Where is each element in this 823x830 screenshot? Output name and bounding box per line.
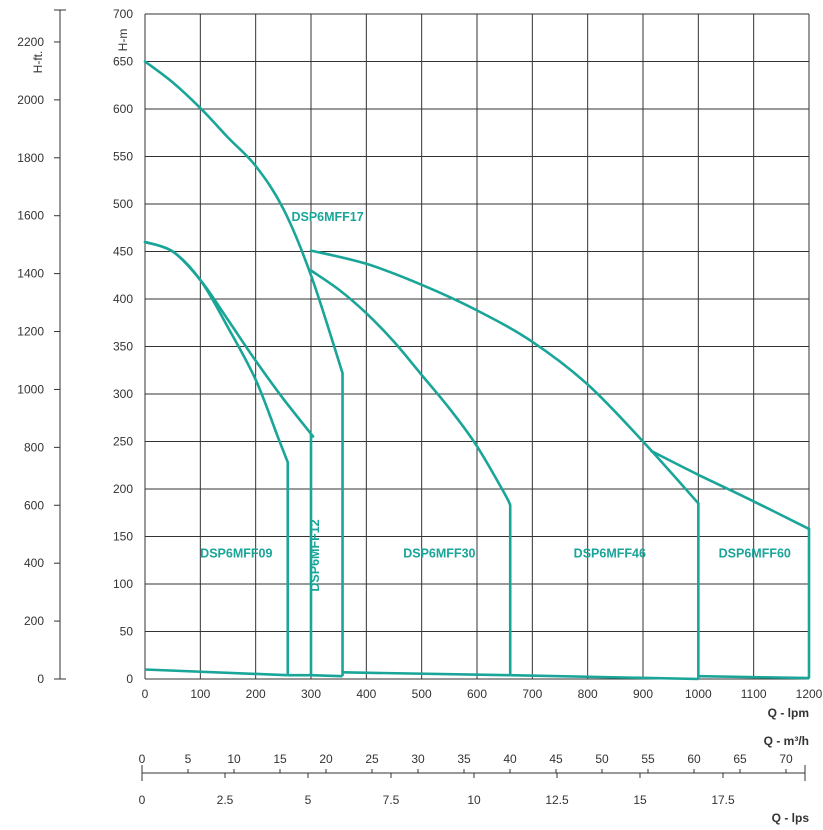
- x-tick-label: 1100: [741, 687, 767, 701]
- label-dsp6mff12: DSP6MFF12: [308, 519, 322, 591]
- lps-axis-title: Q - lps: [772, 811, 810, 825]
- m3h-tick-label: 70: [779, 752, 793, 766]
- lps-tick-label: 0: [139, 793, 146, 807]
- m3h-tick-label: 20: [319, 752, 333, 766]
- y-tick-label: 200: [113, 482, 133, 496]
- y-axis-title: H-m: [116, 29, 130, 52]
- lps-tick-label: 7.5: [383, 793, 400, 807]
- m3h-tick-label: 35: [457, 752, 471, 766]
- m3h-tick-label: 40: [503, 752, 517, 766]
- ft-tick-label: 200: [24, 614, 44, 628]
- x-tick-label: 500: [412, 687, 432, 701]
- label-dsp6mff09: DSP6MFF09: [200, 546, 272, 560]
- ft-tick-label: 1200: [17, 325, 44, 339]
- y-tick-label: 350: [113, 340, 133, 354]
- m3h-tick-label: 0: [139, 752, 146, 766]
- ft-tick-label: 1400: [17, 267, 44, 281]
- ft-tick-label: 1000: [17, 382, 44, 396]
- m3h-tick-label: 55: [641, 752, 655, 766]
- lps-tick-label: 15: [633, 793, 647, 807]
- x-tick-label: 1200: [796, 687, 823, 701]
- label-dsp6mff30: DSP6MFF30: [403, 546, 475, 560]
- ft-tick-label: 1800: [17, 151, 44, 165]
- x-tick-label: 100: [190, 687, 210, 701]
- ft-tick-label: 600: [24, 498, 44, 512]
- m3h-tick-label: 45: [549, 752, 563, 766]
- base-line-dsp6mff17: [310, 673, 343, 678]
- y-tick-label: 550: [113, 150, 133, 164]
- y-tick-label: 300: [113, 387, 133, 401]
- y-tick-label: 250: [113, 435, 133, 449]
- lps-tick-label: 5: [305, 793, 312, 807]
- ft-axis-title: H-ft.: [31, 51, 45, 74]
- m3h-axis-title: Q - m³/h: [764, 734, 809, 748]
- ft-tick-label: 2000: [17, 93, 44, 107]
- ft-tick-label: 0: [37, 672, 44, 686]
- curve-dsp6mff17: [143, 60, 344, 375]
- lps-tick-label: 10: [467, 793, 481, 807]
- label-dsp6mff46: DSP6MFF46: [574, 546, 646, 560]
- ft-tick-label: 400: [24, 556, 44, 570]
- y-tick-label: 500: [113, 197, 133, 211]
- y-tick-label: 100: [113, 577, 133, 591]
- x-tick-label: 900: [633, 687, 653, 701]
- y-tick-label: 450: [113, 245, 133, 259]
- x-tick-label: 200: [246, 687, 266, 701]
- y-tick-label: 700: [113, 7, 133, 21]
- x-tick-label: 800: [578, 687, 598, 701]
- m3h-tick-label: 60: [687, 752, 701, 766]
- curve-dsp6mff12: [143, 240, 315, 438]
- curve-dsp6mff09: [143, 240, 290, 464]
- ft-tick-label: 2200: [17, 35, 44, 49]
- y-tick-label: 50: [120, 625, 134, 639]
- x-tick-label: 600: [467, 687, 487, 701]
- x-tick-label: 300: [301, 687, 321, 701]
- y-tick-label: 650: [113, 55, 133, 69]
- base-line-dsp6mff46: [510, 673, 699, 681]
- y-tick-label: 600: [113, 102, 133, 116]
- lps-tick-label: 12.5: [545, 793, 569, 807]
- axes: 0 100 200 300 400 500 600 700 800 900 1000 1100 1200…: [17, 7, 822, 825]
- curve-dsp6mff46: [309, 249, 700, 505]
- x-tick-label: 1000: [685, 687, 712, 701]
- label-dsp6mff60: DSP6MFF60: [719, 546, 791, 560]
- lps-tick-label: 17.5: [711, 793, 735, 807]
- m3h-tick-label: 25: [365, 752, 379, 766]
- x-tick-label: 0: [142, 687, 149, 701]
- m3h-tick-label: 30: [411, 752, 425, 766]
- x-tick-label: 700: [522, 687, 542, 701]
- base-line-dsp6mff09: [144, 668, 288, 677]
- curve-dsp6mff30: [309, 269, 512, 507]
- m3h-tick-label: 65: [733, 752, 747, 766]
- x-axis-title: Q - lpm: [768, 706, 809, 720]
- base-line-dsp6mff60: [698, 674, 810, 680]
- m3h-tick-label: 10: [227, 752, 241, 766]
- m3h-tick-label: 5: [185, 752, 192, 766]
- label-dsp6mff17: DSP6MFF17: [291, 210, 363, 224]
- base-line-dsp6mff30: [342, 671, 511, 677]
- m3h-tick-label: 15: [273, 752, 287, 766]
- y-tick-label: 150: [113, 530, 133, 544]
- m3h-tick-label: 50: [595, 752, 609, 766]
- lps-tick-label: 2.5: [217, 793, 234, 807]
- curve-dsp6mff60: [650, 449, 811, 531]
- ft-tick-label: 800: [24, 440, 44, 454]
- ft-tick-label: 1600: [17, 209, 44, 223]
- performance-curves: [143, 60, 811, 681]
- y-tick-label: 0: [126, 672, 133, 686]
- model-labels: DSP6MFF17 DSP6MFF09 DSP6MFF12 DSP6MFF30 DSP6…: [200, 210, 791, 592]
- y-tick-label: 400: [113, 292, 133, 306]
- x-tick-label: 400: [356, 687, 376, 701]
